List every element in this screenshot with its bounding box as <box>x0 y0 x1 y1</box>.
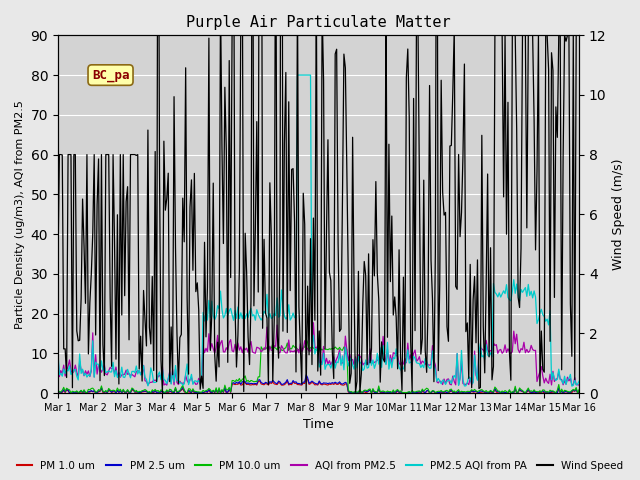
Y-axis label: Wind Speed (m/s): Wind Speed (m/s) <box>612 158 625 270</box>
X-axis label: Time: Time <box>303 419 334 432</box>
Text: BC_pa: BC_pa <box>92 69 129 82</box>
Y-axis label: Particle Density (ug/m3), AQI from PM2.5: Particle Density (ug/m3), AQI from PM2.5 <box>15 100 25 329</box>
Legend: PM 1.0 um, PM 2.5 um, PM 10.0 um, AQI from PM2.5, PM2.5 AQI from PA, Wind Speed: PM 1.0 um, PM 2.5 um, PM 10.0 um, AQI fr… <box>12 456 628 475</box>
Title: Purple Air Particulate Matter: Purple Air Particulate Matter <box>186 15 451 30</box>
